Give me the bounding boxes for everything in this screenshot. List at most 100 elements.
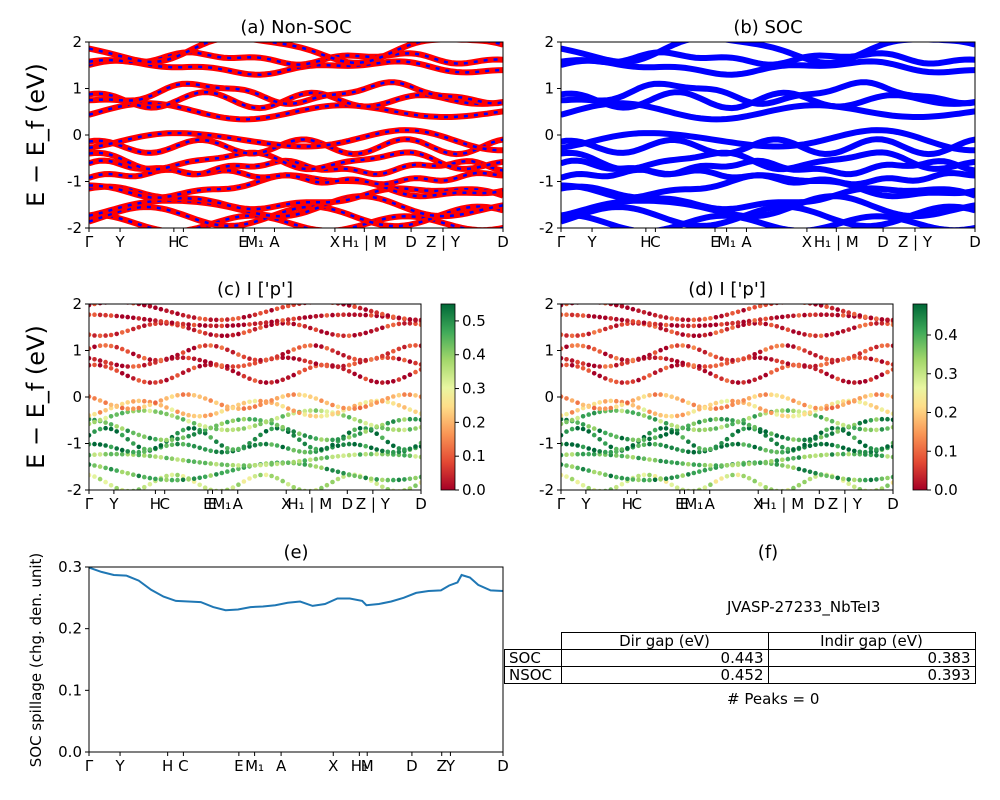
projection-dot	[208, 487, 213, 490]
projection-dot	[164, 396, 169, 401]
projection-dot	[691, 363, 697, 368]
projection-dot	[774, 488, 779, 490]
projection-dot	[586, 362, 591, 368]
projection-dot	[564, 474, 569, 479]
x-tick-label: M₁	[245, 233, 264, 251]
projection-dot	[219, 317, 225, 323]
projection-dot	[774, 458, 780, 463]
projection-dot	[829, 418, 835, 424]
projection-dot	[763, 459, 768, 465]
projection-dot	[341, 333, 346, 339]
projection-dot	[230, 316, 236, 322]
projection-dot	[175, 441, 180, 447]
projection-dot	[330, 411, 335, 417]
projection-dot	[625, 436, 630, 442]
projection-dot	[274, 318, 280, 324]
projection-dot	[380, 311, 385, 317]
projection-dot	[313, 436, 319, 441]
projection-dot	[575, 408, 580, 413]
projection-dot	[108, 451, 114, 457]
projection-dot	[691, 409, 697, 414]
projection-dot	[863, 322, 868, 328]
projection-dot	[391, 322, 396, 328]
projection-dot	[561, 312, 564, 317]
projection-dot	[186, 367, 191, 373]
projection-dot	[352, 452, 357, 458]
projection-dot	[597, 400, 602, 405]
projection-dot	[363, 451, 369, 457]
projection-dot	[164, 319, 169, 325]
x-tick-label: C	[650, 233, 660, 251]
projection-dot	[724, 436, 730, 442]
projection-dot	[252, 423, 258, 429]
projection-dot	[774, 324, 780, 329]
projection-dot	[658, 412, 663, 418]
projection-dot	[346, 452, 352, 458]
projection-dot	[285, 304, 291, 309]
projection-dot	[813, 470, 818, 476]
projection-dot	[175, 311, 180, 317]
projection-dot	[857, 323, 863, 329]
projection-dot	[158, 319, 164, 324]
projection-dot	[614, 323, 619, 329]
projection-dot	[269, 473, 274, 479]
projection-dot	[807, 476, 813, 482]
projection-dot	[663, 426, 669, 431]
projection-dot	[580, 451, 586, 457]
projection-dot	[269, 380, 274, 385]
projection-dot	[680, 332, 685, 337]
projection-dot	[874, 417, 879, 422]
projection-dot	[591, 405, 597, 411]
projection-dot	[407, 486, 413, 490]
projection-dot	[280, 478, 286, 484]
projection-dot	[752, 305, 757, 310]
projection-dot	[724, 474, 730, 479]
projection-dot	[108, 444, 114, 450]
projection-dot	[774, 358, 780, 364]
projection-dot	[586, 429, 591, 434]
projection-dot	[396, 377, 402, 382]
projection-dot	[335, 476, 341, 482]
projection-dot	[874, 321, 879, 326]
projection-dot	[641, 477, 647, 483]
projection-dot	[208, 332, 213, 337]
projection-dot	[746, 396, 752, 401]
projection-dot	[214, 426, 219, 432]
projection-dot	[863, 401, 868, 406]
projection-dot	[136, 354, 142, 359]
projection-dot	[191, 443, 197, 449]
colorbar-tick-label: 0.0	[462, 481, 486, 499]
projection-dot	[352, 433, 357, 438]
projection-dot	[341, 353, 346, 358]
projection-dot	[297, 392, 302, 398]
projection-dot	[874, 427, 879, 433]
projection-dot	[236, 402, 241, 408]
projection-dot	[569, 426, 575, 432]
projection-dot	[702, 447, 708, 452]
projection-dot	[724, 463, 730, 468]
projection-dot	[202, 447, 208, 452]
projection-dot	[885, 369, 890, 375]
projection-dot	[746, 443, 752, 448]
projection-dot	[713, 479, 719, 484]
projection-dot	[774, 433, 780, 438]
projection-dot	[885, 360, 890, 366]
projection-dot	[641, 407, 647, 413]
y-tick-label: 0.1	[58, 681, 82, 699]
projection-dot	[569, 343, 575, 349]
projection-dot	[741, 319, 746, 325]
projection-dot	[829, 474, 835, 480]
projection-dot	[580, 332, 586, 338]
projection-dot	[669, 357, 674, 363]
projection-dot	[413, 409, 418, 415]
projection-dot	[625, 445, 630, 451]
projection-dot	[852, 477, 857, 483]
y-tick-label: 1	[544, 342, 554, 360]
projection-dot	[697, 347, 702, 353]
projection-dot	[763, 321, 768, 327]
projection-dot	[561, 304, 564, 308]
projection-dot	[769, 410, 774, 416]
projection-dot	[346, 362, 352, 368]
projection-dot	[608, 378, 614, 383]
